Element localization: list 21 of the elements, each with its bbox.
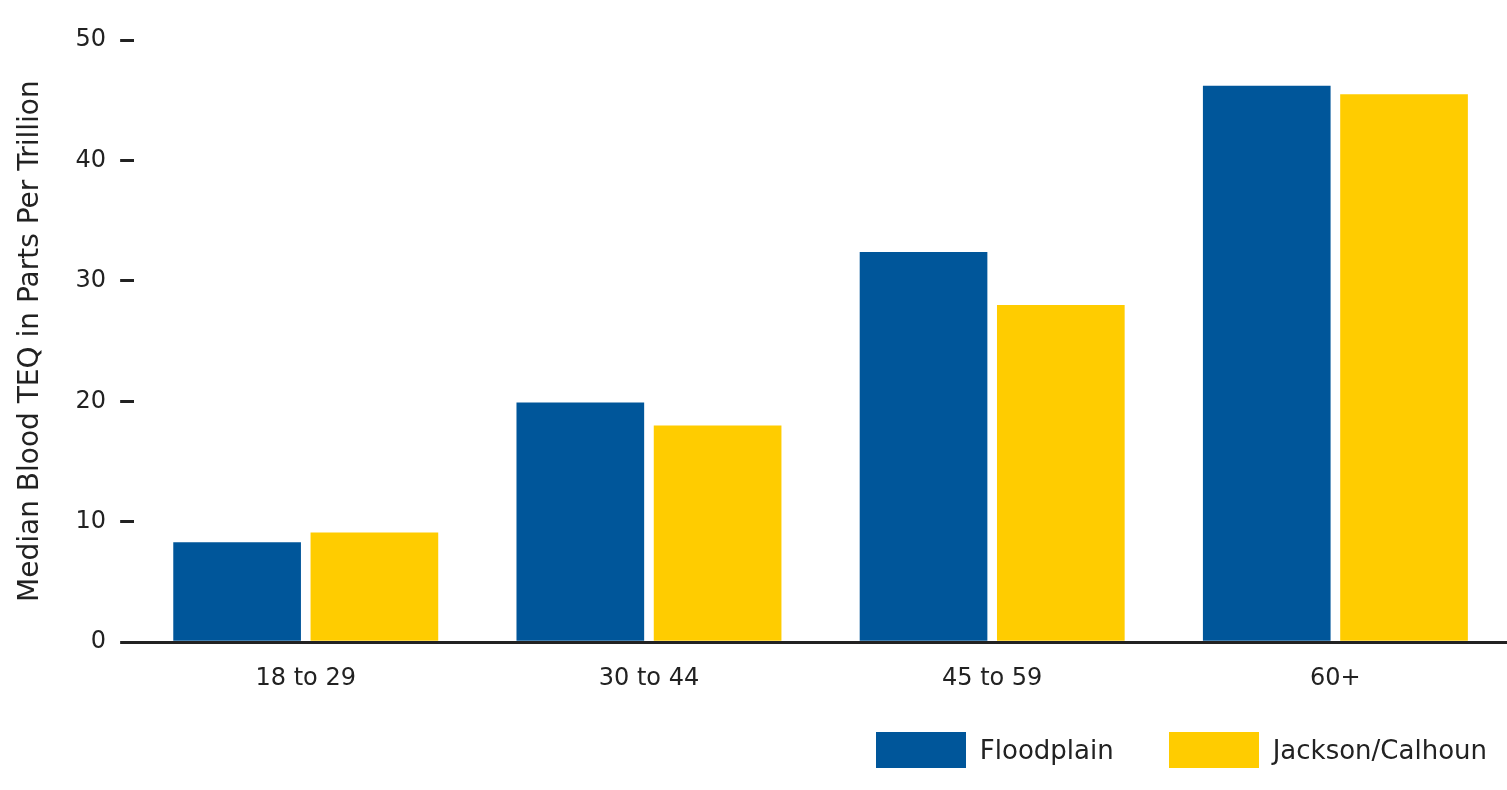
y-tick-label: 30 — [75, 265, 107, 294]
bar — [173, 542, 301, 641]
legend-label: Jackson/Calhoun — [1272, 735, 1487, 765]
x-tick-label: 60+ — [1310, 662, 1361, 691]
y-tick-label: 50 — [75, 24, 107, 53]
bar — [653, 425, 782, 641]
y-tick-label: 40 — [75, 144, 107, 173]
bar — [1202, 85, 1331, 641]
y-tick-label: 20 — [75, 385, 107, 414]
y-axis-title: Median Blood TEQ in Parts Per Trillion — [12, 80, 46, 602]
bar — [859, 251, 988, 641]
y-tick-label: 10 — [75, 505, 107, 534]
bar — [516, 402, 645, 641]
bar — [310, 532, 439, 641]
x-tick-label: 45 to 59 — [941, 662, 1043, 691]
bar — [1340, 94, 1468, 641]
legend-label: Floodplain — [979, 735, 1114, 765]
x-tick-label: 30 to 44 — [598, 662, 700, 691]
y-tick-label: 0 — [90, 626, 107, 655]
x-tick-label: 18 to 29 — [255, 662, 356, 691]
bar — [996, 304, 1125, 641]
